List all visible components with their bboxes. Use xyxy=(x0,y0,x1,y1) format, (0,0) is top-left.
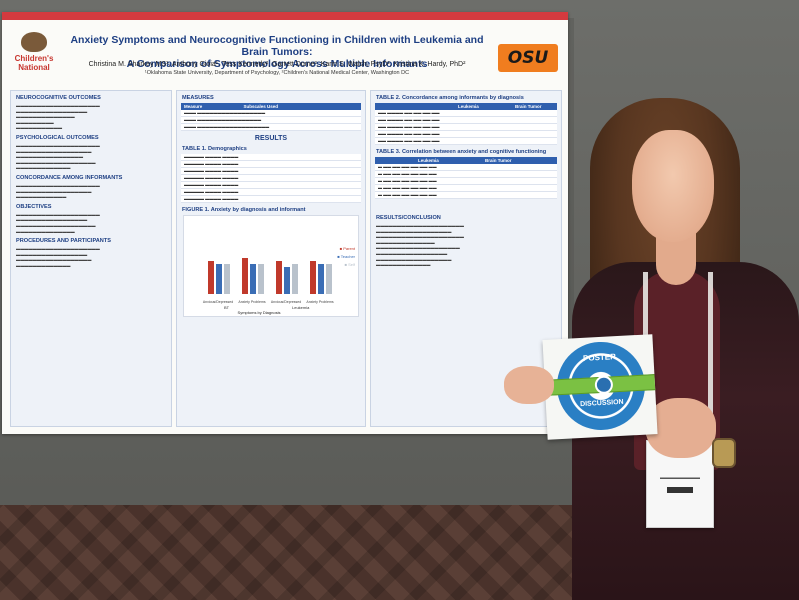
poster-discussion-card: POSTER DISCUSSION xyxy=(542,334,658,440)
results-heading: RESULTS xyxy=(254,135,288,142)
section-text-placeholder: ▬▬▬▬▬▬▬▬▬▬▬▬▬▬▬▬▬▬▬▬▬▬▬▬▬▬▬▬▬▬▬▬▬▬▬▬▬▬▬▬… xyxy=(376,223,464,268)
chart-legend-entry: ■ Teacher xyxy=(337,254,355,259)
anxiety-bar-chart: Anxious/Depressed Anxiety Problems Anxious… xyxy=(183,215,359,317)
table-row: ▬▬ ▬▬▬▬ ▬▬ ▬▬ ▬▬ ▬▬ xyxy=(375,138,557,145)
poster-title: Anxiety Symptoms and Neurocognitive Func… xyxy=(57,34,497,70)
chart-x-axis-label: Symptoms by Diagnosis xyxy=(237,310,281,315)
poster-title-line1: Anxiety Symptoms and Neurocognitive Func… xyxy=(70,34,484,58)
poster-title-line2: A Comparison of Symptomology Across Mult… xyxy=(126,58,428,70)
section-text-placeholder: ▬▬▬▬▬▬▬▬▬▬▬▬▬▬▬▬▬▬▬▬▬▬▬▬▬▬▬▬▬▬▬▬▬▬▬▬▬▬▬▬… xyxy=(16,142,100,171)
wristwatch xyxy=(712,438,736,468)
table-row: ▬▬▬ ▬▬▬▬▬▬▬▬▬▬▬▬▬▬▬▬▬ xyxy=(181,110,361,117)
table-row: ▬▬▬▬▬ ▬▬▬▬ ▬▬▬▬ xyxy=(181,182,361,189)
person-face xyxy=(632,130,714,242)
chart-bar xyxy=(326,264,332,294)
chart-bar xyxy=(284,267,290,294)
research-poster: Children's National OSU Anxiety Symptoms… xyxy=(2,12,568,434)
poster-authors: Christina M. Sharkey MS¹, Anthony Gioia¹… xyxy=(88,61,466,68)
childrens-national-logo-text: Children's National xyxy=(14,54,54,72)
person-right-hand xyxy=(646,398,716,458)
person-left-hand xyxy=(504,366,554,404)
leukemia-header-2: Leukemia xyxy=(418,158,439,163)
section-heading: PSYCHOLOGICAL OUTCOMES xyxy=(16,134,99,141)
chart-bar xyxy=(276,261,282,294)
correlation-table: ▬ ▬▬ ▬▬ ▬▬ ▬▬ ▬▬ ▬▬ ▬ ▬▬ ▬▬ ▬▬ ▬▬ ▬▬ ▬▬ … xyxy=(375,164,557,199)
chart-bar xyxy=(310,261,316,294)
poster-column-2: MEASURES Measure Subscales Used ▬▬▬ ▬▬▬▬… xyxy=(176,90,366,427)
measures-header-subscales: Subscales Used xyxy=(243,104,279,109)
concordance-table-header: Leukemia Brain Tumor xyxy=(375,103,557,110)
childrens-national-logo: Children's National xyxy=(12,32,56,82)
table-row: ▬▬▬ ▬▬▬▬▬▬▬▬▬▬▬▬▬▬▬▬▬▬ xyxy=(181,124,361,131)
chart-bar xyxy=(250,264,256,294)
brain-tumor-header: Brain Tumor xyxy=(515,104,542,109)
measures-table-header: Measure Subscales Used xyxy=(181,103,361,110)
table-row: ▬▬▬▬▬ ▬▬▬▬ ▬▬▬▬ xyxy=(181,168,361,175)
poster-column-1: NEUROCOGNITIVE OUTCOMES ▬▬▬▬▬▬▬▬▬▬▬▬▬▬▬▬… xyxy=(10,90,172,427)
section-heading: MEASURES xyxy=(182,95,214,101)
table-row: ▬▬▬▬▬ ▬▬▬▬ ▬▬▬▬ xyxy=(181,175,361,182)
section-heading: OBJECTIVES xyxy=(16,203,52,210)
correlation-table-header: Leukemia Brain Tumor xyxy=(375,157,557,164)
table-row: ▬ ▬▬ ▬▬ ▬▬ ▬▬ ▬▬ ▬▬ xyxy=(375,178,557,185)
bear-icon xyxy=(21,32,47,52)
table-row: ▬▬▬▬▬ ▬▬▬▬ ▬▬▬▬ xyxy=(181,161,361,168)
chart-group-label: Leukemia xyxy=(292,305,310,310)
table-caption: TABLE 1. Demographics xyxy=(182,146,247,152)
chart-bar xyxy=(242,258,248,294)
table-row: ▬▬ ▬▬▬▬ ▬▬ ▬▬ ▬▬ ▬▬ xyxy=(375,131,557,138)
poster-affiliations: ¹Oklahoma State University, Department o… xyxy=(144,70,410,76)
chart-group-label: BT xyxy=(224,305,230,310)
demographics-table: ▬▬▬▬▬ ▬▬▬▬ ▬▬▬▬ ▬▬▬▬▬ ▬▬▬▬ ▬▬▬▬ ▬▬▬▬▬ ▬▬… xyxy=(181,154,361,203)
chart-category-label: Anxious/Depressed xyxy=(270,300,302,304)
chart-category-label: Anxious/Depressed xyxy=(202,300,234,304)
figure-caption: FIGURE 1. Anxiety by diagnosis and infor… xyxy=(182,207,306,213)
leukemia-header: Leukemia xyxy=(458,104,479,109)
section-text-placeholder: ▬▬▬▬▬▬▬▬▬▬▬▬▬▬▬▬▬▬▬▬▬▬▬▬▬▬▬▬▬▬▬▬▬▬▬▬▬▬▬▬… xyxy=(16,211,100,234)
table-row: ▬▬▬▬▬ ▬▬▬▬ ▬▬▬▬ xyxy=(181,154,361,161)
table-row: ▬▬ ▬▬▬▬ ▬▬ ▬▬ ▬▬ ▬▬ xyxy=(375,124,557,131)
table-row: ▬ ▬▬ ▬▬ ▬▬ ▬▬ ▬▬ ▬▬ xyxy=(375,192,557,199)
concordance-table: ▬▬ ▬▬▬▬ ▬▬ ▬▬ ▬▬ ▬▬ ▬▬ ▬▬▬▬ ▬▬ ▬▬ ▬▬ ▬▬ … xyxy=(375,110,557,145)
chart-bar xyxy=(216,264,222,294)
chart-bar xyxy=(258,264,264,294)
chart-bar xyxy=(224,264,230,294)
table-row: ▬▬ ▬▬▬▬ ▬▬ ▬▬ ▬▬ ▬▬ xyxy=(375,110,557,117)
osu-logo: OSU xyxy=(498,44,558,72)
section-text-placeholder: ▬▬▬▬▬▬▬▬▬▬▬▬▬▬▬▬▬▬▬▬▬▬▬▬▬▬▬▬▬▬▬▬▬▬▬▬▬▬▬▬… xyxy=(16,246,100,268)
table-row: ▬ ▬▬ ▬▬ ▬▬ ▬▬ ▬▬ ▬▬ xyxy=(375,185,557,192)
chart-bar xyxy=(292,264,298,294)
table-row: ▬ ▬▬ ▬▬ ▬▬ ▬▬ ▬▬ ▬▬ xyxy=(375,171,557,178)
table-caption: TABLE 2. Concordance among informants by… xyxy=(376,95,524,101)
table-caption: TABLE 3. Correlation between anxiety and… xyxy=(376,149,547,155)
brain-tumor-header-2: Brain Tumor xyxy=(485,158,512,163)
section-text-placeholder: ▬▬▬▬▬▬▬▬▬▬▬▬▬▬▬▬▬▬▬▬▬▬▬▬▬▬▬▬▬▬▬▬▬▬▬▬▬▬▬▬… xyxy=(16,182,100,200)
chart-bar xyxy=(318,264,324,294)
table-row: ▬▬ ▬▬▬▬ ▬▬ ▬▬ ▬▬ ▬▬ xyxy=(375,117,557,124)
table-row: ▬▬▬▬▬ ▬▬▬▬ ▬▬▬▬ xyxy=(181,196,361,203)
section-heading: RESULTS/CONCLUSION xyxy=(376,215,441,221)
table-row: ▬ ▬▬ ▬▬ ▬▬ ▬▬ ▬▬ ▬▬ xyxy=(375,164,557,171)
section-heading: CONCORDANCE AMONG INFORMANTS xyxy=(16,174,123,181)
section-text-placeholder: ▬▬▬▬▬▬▬▬▬▬▬▬▬▬▬▬▬▬▬▬▬▬▬▬▬▬▬▬▬▬▬▬▬▬▬▬▬▬▬▬… xyxy=(16,103,100,131)
badge-barcode xyxy=(667,487,693,493)
chart-legend-entry: ■ Parent xyxy=(339,246,355,251)
chart-bar xyxy=(208,261,214,294)
section-heading: PROCEDURES AND PARTICIPANTS xyxy=(16,238,111,245)
badge-name-placeholder: ▬▬▬▬▬▬▬▬ xyxy=(660,475,700,481)
measures-table: ▬▬▬ ▬▬▬▬▬▬▬▬▬▬▬▬▬▬▬▬▬ ▬▬▬ ▬▬▬▬▬▬▬▬▬▬▬▬▬▬… xyxy=(181,110,361,131)
table-row: ▬▬▬ ▬▬▬▬▬▬▬▬▬▬▬▬▬▬▬▬ xyxy=(181,117,361,124)
table-row: ▬▬▬▬▬ ▬▬▬▬ ▬▬▬▬ xyxy=(181,189,361,196)
chart-legend-entry: ■ Self xyxy=(344,262,355,267)
chart-category-label: Anxiety Problems xyxy=(306,300,334,304)
section-heading: NEUROCOGNITIVE OUTCOMES xyxy=(16,95,101,101)
poster-top-stripe xyxy=(2,12,568,20)
chart-category-label: Anxiety Problems xyxy=(238,300,266,304)
measures-header-measure: Measure xyxy=(184,104,203,109)
